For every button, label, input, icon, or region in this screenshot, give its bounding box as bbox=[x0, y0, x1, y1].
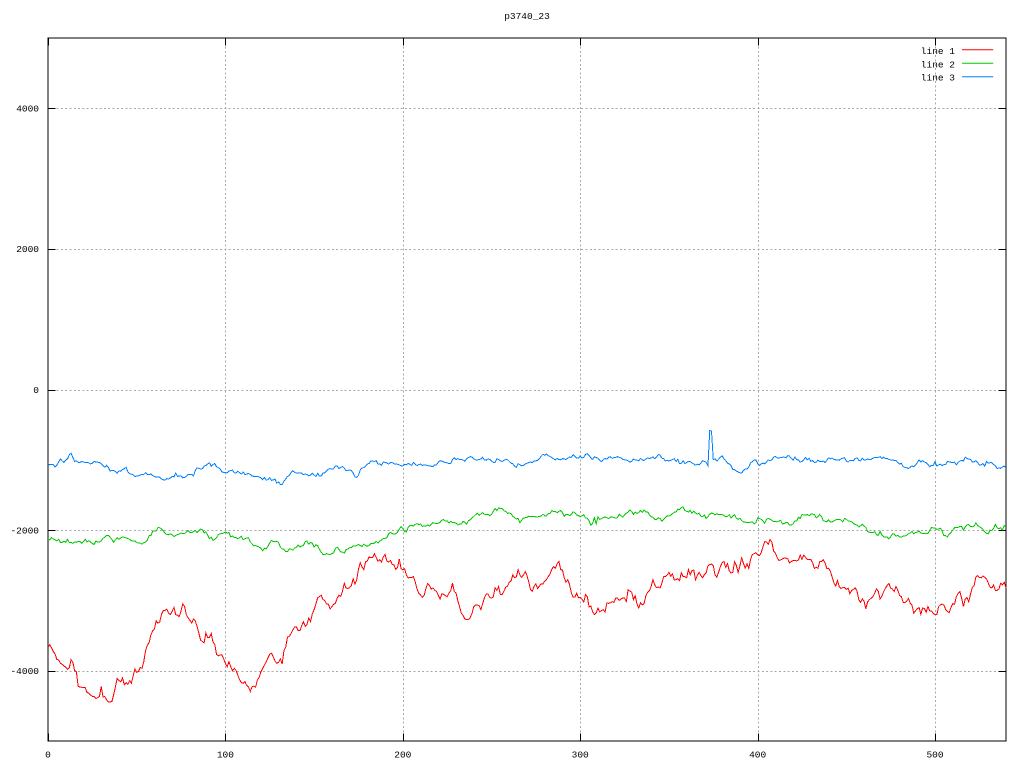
svg-text:p3740_23: p3740_23 bbox=[504, 11, 550, 22]
svg-text:line 1: line 1 bbox=[921, 46, 956, 57]
svg-text:200: 200 bbox=[394, 750, 411, 761]
svg-text:0: 0 bbox=[45, 750, 51, 761]
svg-text:4000: 4000 bbox=[16, 104, 39, 115]
svg-text:-4000: -4000 bbox=[10, 666, 39, 677]
svg-text:500: 500 bbox=[926, 750, 943, 761]
svg-text:-2000: -2000 bbox=[10, 525, 39, 536]
svg-text:0: 0 bbox=[33, 385, 39, 396]
svg-text:line 3: line 3 bbox=[921, 73, 956, 84]
svg-text:2000: 2000 bbox=[16, 244, 39, 255]
svg-text:300: 300 bbox=[572, 750, 589, 761]
svg-text:100: 100 bbox=[217, 750, 234, 761]
svg-text:line 2: line 2 bbox=[921, 59, 956, 70]
svg-text:400: 400 bbox=[749, 750, 766, 761]
